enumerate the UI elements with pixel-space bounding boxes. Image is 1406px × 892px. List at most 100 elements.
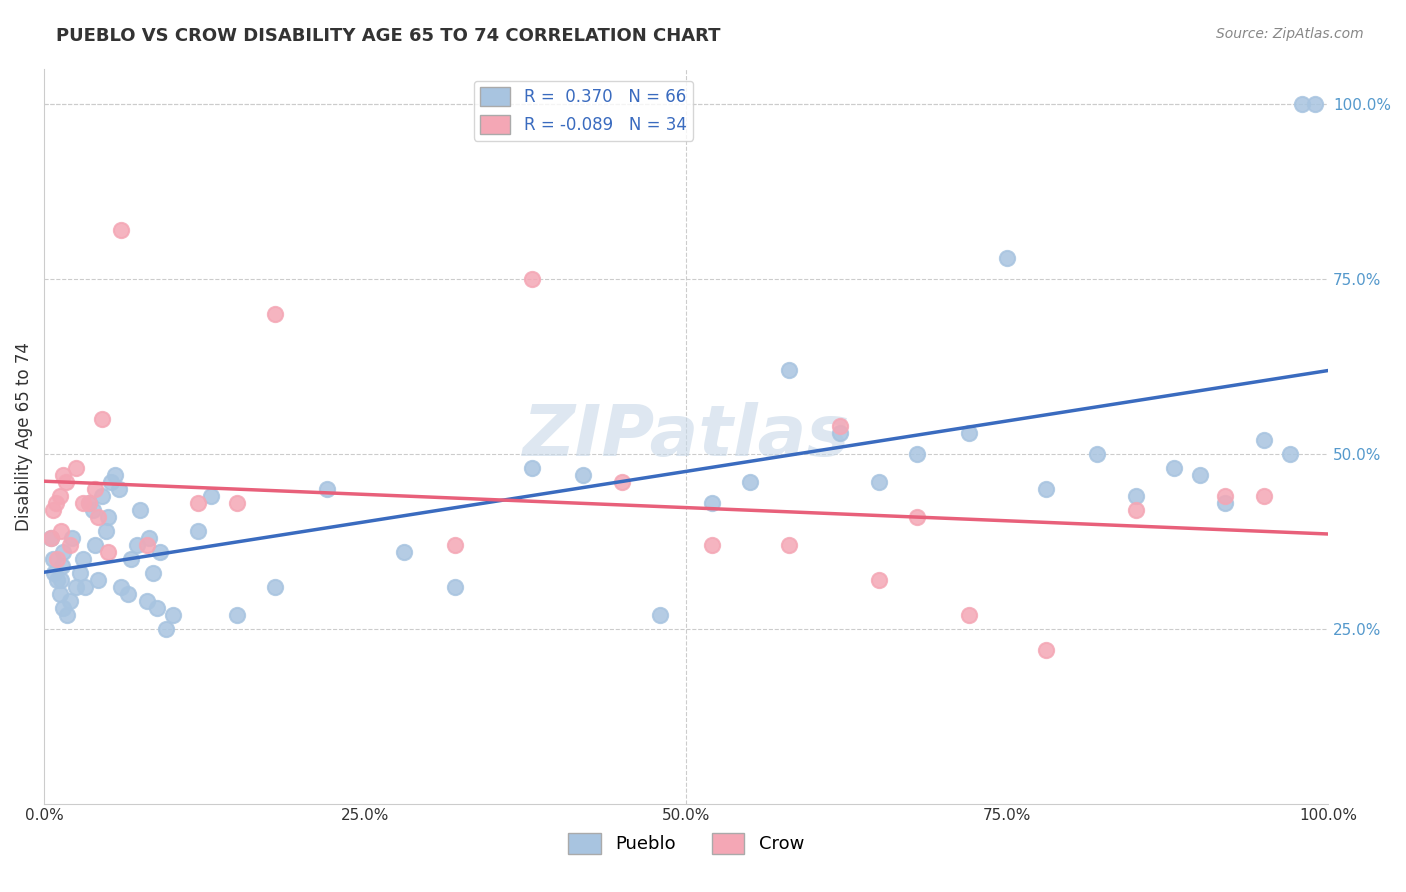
Point xyxy=(868,475,890,489)
Point xyxy=(1035,642,1057,657)
Point xyxy=(97,544,120,558)
Point xyxy=(72,551,94,566)
Point xyxy=(868,573,890,587)
Point xyxy=(52,544,75,558)
Point xyxy=(56,607,79,622)
Point xyxy=(52,467,75,482)
Point xyxy=(1215,489,1237,503)
Point xyxy=(995,251,1018,265)
Point xyxy=(46,573,69,587)
Point xyxy=(146,600,169,615)
Point xyxy=(65,460,87,475)
Point xyxy=(77,495,100,509)
Point xyxy=(39,531,62,545)
Point xyxy=(444,580,467,594)
Point xyxy=(120,551,142,566)
Point xyxy=(700,538,723,552)
Point xyxy=(444,538,467,552)
Point xyxy=(44,566,66,580)
Point xyxy=(59,593,82,607)
Point xyxy=(94,524,117,538)
Point xyxy=(1125,502,1147,516)
Point xyxy=(650,607,672,622)
Point xyxy=(84,538,107,552)
Point xyxy=(90,489,112,503)
Point xyxy=(138,531,160,545)
Legend: R =  0.370   N = 66, R = -0.089   N = 34: R = 0.370 N = 66, R = -0.089 N = 34 xyxy=(474,80,693,141)
Point xyxy=(1125,489,1147,503)
Point xyxy=(957,607,980,622)
Point xyxy=(49,524,72,538)
Point xyxy=(110,222,132,236)
Point xyxy=(778,538,800,552)
Point xyxy=(110,580,132,594)
Point xyxy=(59,538,82,552)
Point xyxy=(225,607,247,622)
Point xyxy=(905,509,928,524)
Point xyxy=(315,482,337,496)
Point xyxy=(1085,446,1108,460)
Point xyxy=(42,502,65,516)
Point xyxy=(1291,96,1313,111)
Point xyxy=(200,489,222,503)
Point xyxy=(49,573,72,587)
Point xyxy=(187,524,209,538)
Point xyxy=(125,538,148,552)
Point xyxy=(75,580,97,594)
Point xyxy=(1303,96,1326,111)
Point xyxy=(46,551,69,566)
Y-axis label: Disability Age 65 to 74: Disability Age 65 to 74 xyxy=(15,342,32,531)
Point xyxy=(117,586,139,600)
Point xyxy=(149,544,172,558)
Point xyxy=(135,593,157,607)
Point xyxy=(100,475,122,489)
Point xyxy=(60,531,83,545)
Point xyxy=(104,467,127,482)
Point xyxy=(82,502,104,516)
Point xyxy=(52,600,75,615)
Point xyxy=(42,551,65,566)
Point xyxy=(45,495,67,509)
Point xyxy=(55,475,77,489)
Point xyxy=(187,495,209,509)
Point xyxy=(155,622,177,636)
Point xyxy=(162,607,184,622)
Point xyxy=(84,482,107,496)
Point xyxy=(107,482,129,496)
Point xyxy=(1163,460,1185,475)
Point xyxy=(700,495,723,509)
Point xyxy=(72,495,94,509)
Point xyxy=(87,509,110,524)
Point xyxy=(264,580,287,594)
Text: PUEBLO VS CROW DISABILITY AGE 65 TO 74 CORRELATION CHART: PUEBLO VS CROW DISABILITY AGE 65 TO 74 C… xyxy=(56,27,721,45)
Point xyxy=(97,509,120,524)
Point xyxy=(572,467,595,482)
Point xyxy=(830,425,852,440)
Point xyxy=(957,425,980,440)
Point xyxy=(905,446,928,460)
Point xyxy=(520,460,543,475)
Point xyxy=(264,307,287,321)
Point xyxy=(65,580,87,594)
Point xyxy=(142,566,165,580)
Point xyxy=(69,566,91,580)
Point xyxy=(48,586,70,600)
Point xyxy=(1215,495,1237,509)
Point xyxy=(87,573,110,587)
Text: Source: ZipAtlas.com: Source: ZipAtlas.com xyxy=(1216,27,1364,41)
Point xyxy=(392,544,415,558)
Point xyxy=(225,495,247,509)
Point xyxy=(778,362,800,376)
Point xyxy=(830,418,852,433)
Point xyxy=(1278,446,1301,460)
Point xyxy=(90,411,112,425)
Point xyxy=(740,475,762,489)
Point xyxy=(129,502,152,516)
Point xyxy=(610,475,633,489)
Text: ZIPatlas: ZIPatlas xyxy=(523,401,849,471)
Point xyxy=(51,558,73,573)
Point xyxy=(520,271,543,285)
Point xyxy=(1035,482,1057,496)
Point xyxy=(77,495,100,509)
Point xyxy=(1188,467,1211,482)
